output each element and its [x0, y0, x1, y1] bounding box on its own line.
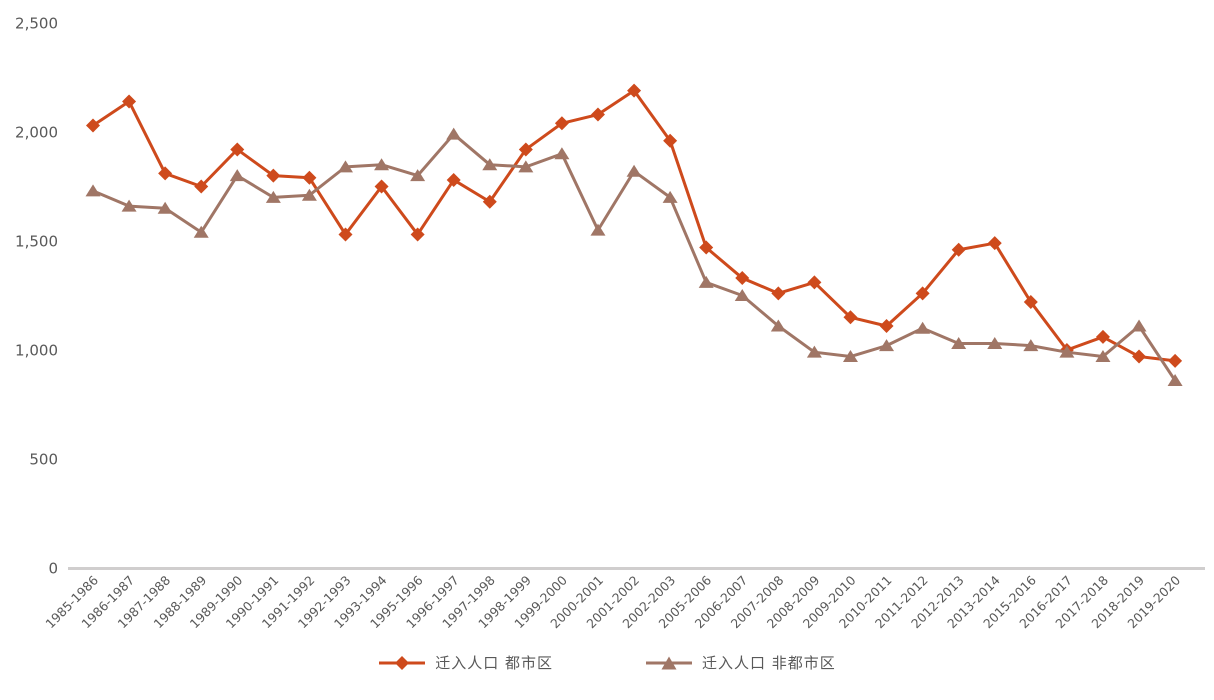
- data-point-nonmetro: [374, 158, 390, 171]
- data-point-nonmetro: [987, 336, 1003, 349]
- data-point-metro: [627, 83, 642, 98]
- data-point-metro: [482, 194, 497, 209]
- chart-legend: 迁入人口 都市区 迁入人口 非都市区: [0, 652, 1214, 673]
- data-point-metro: [158, 166, 173, 181]
- data-point-metro: [663, 133, 678, 148]
- data-point-nonmetro: [770, 319, 786, 332]
- y-axis-tick-label: 2,000: [15, 124, 58, 142]
- data-point-metro: [518, 142, 533, 157]
- legend-item-metro[interactable]: 迁入人口 都市区: [378, 652, 553, 673]
- data-point-metro: [843, 310, 858, 325]
- data-point-nonmetro: [410, 169, 426, 182]
- data-point-metro: [230, 142, 245, 157]
- data-point-nonmetro: [337, 160, 353, 173]
- legend-item-nonmetro[interactable]: 迁入人口 非都市区: [645, 652, 836, 673]
- data-point-metro: [1095, 329, 1110, 344]
- data-point-metro: [1132, 349, 1147, 364]
- data-point-nonmetro: [157, 201, 173, 214]
- series-line-metro: [91, 89, 1177, 363]
- data-point-nonmetro: [446, 127, 462, 140]
- data-point-nonmetro: [590, 223, 606, 236]
- data-point-nonmetro: [662, 190, 678, 203]
- data-point-nonmetro: [915, 321, 931, 334]
- data-point-metro: [338, 227, 353, 242]
- data-point-nonmetro: [1059, 345, 1075, 358]
- data-point-metro: [266, 168, 281, 183]
- chart-plot-area: 05001,0001,5002,0002,5001985-19861986-19…: [15, 15, 1205, 631]
- data-point-metro: [194, 179, 209, 194]
- diamond-marker-icon: [379, 655, 426, 670]
- data-point-metro: [122, 94, 137, 109]
- data-point-metro: [374, 179, 389, 194]
- legend-label-nonmetro: 迁入人口 非都市区: [702, 654, 836, 672]
- data-point-metro: [1023, 295, 1038, 310]
- data-point-metro: [86, 118, 100, 133]
- y-axis-tick-label: 0: [48, 560, 58, 578]
- data-point-nonmetro: [265, 190, 281, 203]
- data-point-nonmetro: [951, 336, 967, 349]
- y-axis-tick-label: 2,500: [15, 15, 58, 33]
- migration-line-chart: 0 500 1,000 1,500 2,000 2,500 1985-1986 1986-19…: [0, 15, 1214, 673]
- data-point-metro: [915, 286, 930, 301]
- data-point-metro: [590, 107, 605, 122]
- data-point-nonmetro: [229, 169, 245, 182]
- data-point-metro: [410, 227, 425, 242]
- data-point-metro: [554, 116, 569, 131]
- data-point-nonmetro: [842, 350, 858, 363]
- triangle-marker-icon: [646, 656, 692, 669]
- data-point-nonmetro: [301, 188, 317, 201]
- data-point-nonmetro: [1167, 374, 1183, 387]
- data-point-nonmetro: [518, 160, 534, 173]
- data-point-metro: [1168, 353, 1183, 368]
- data-point-metro: [879, 319, 894, 334]
- y-axis-tick-label: 500: [29, 451, 58, 469]
- y-axis-tick-label: 1,500: [15, 233, 58, 251]
- data-point-nonmetro: [85, 184, 101, 197]
- data-point-nonmetro: [121, 199, 137, 212]
- data-point-metro: [771, 286, 786, 301]
- data-point-nonmetro: [806, 345, 822, 358]
- data-point-nonmetro: [1023, 339, 1039, 352]
- data-point-nonmetro: [1131, 319, 1147, 332]
- data-point-metro: [951, 242, 966, 257]
- legend-label-metro: 迁入人口 都市区: [435, 654, 553, 672]
- data-point-metro: [987, 236, 1002, 251]
- data-point-metro: [446, 172, 461, 187]
- data-point-metro: [807, 275, 822, 290]
- data-point-nonmetro: [734, 289, 750, 301]
- data-point-metro: [699, 240, 714, 255]
- data-point-nonmetro: [626, 164, 642, 177]
- y-axis-tick-label: 1,000: [15, 342, 58, 360]
- data-point-nonmetro: [554, 147, 570, 160]
- data-point-nonmetro: [482, 158, 498, 171]
- data-point-nonmetro: [879, 339, 895, 352]
- data-point-metro: [302, 170, 317, 185]
- data-point-nonmetro: [193, 225, 209, 238]
- data-point-nonmetro: [1095, 350, 1111, 363]
- data-point-nonmetro: [698, 275, 714, 288]
- data-point-metro: [735, 271, 750, 286]
